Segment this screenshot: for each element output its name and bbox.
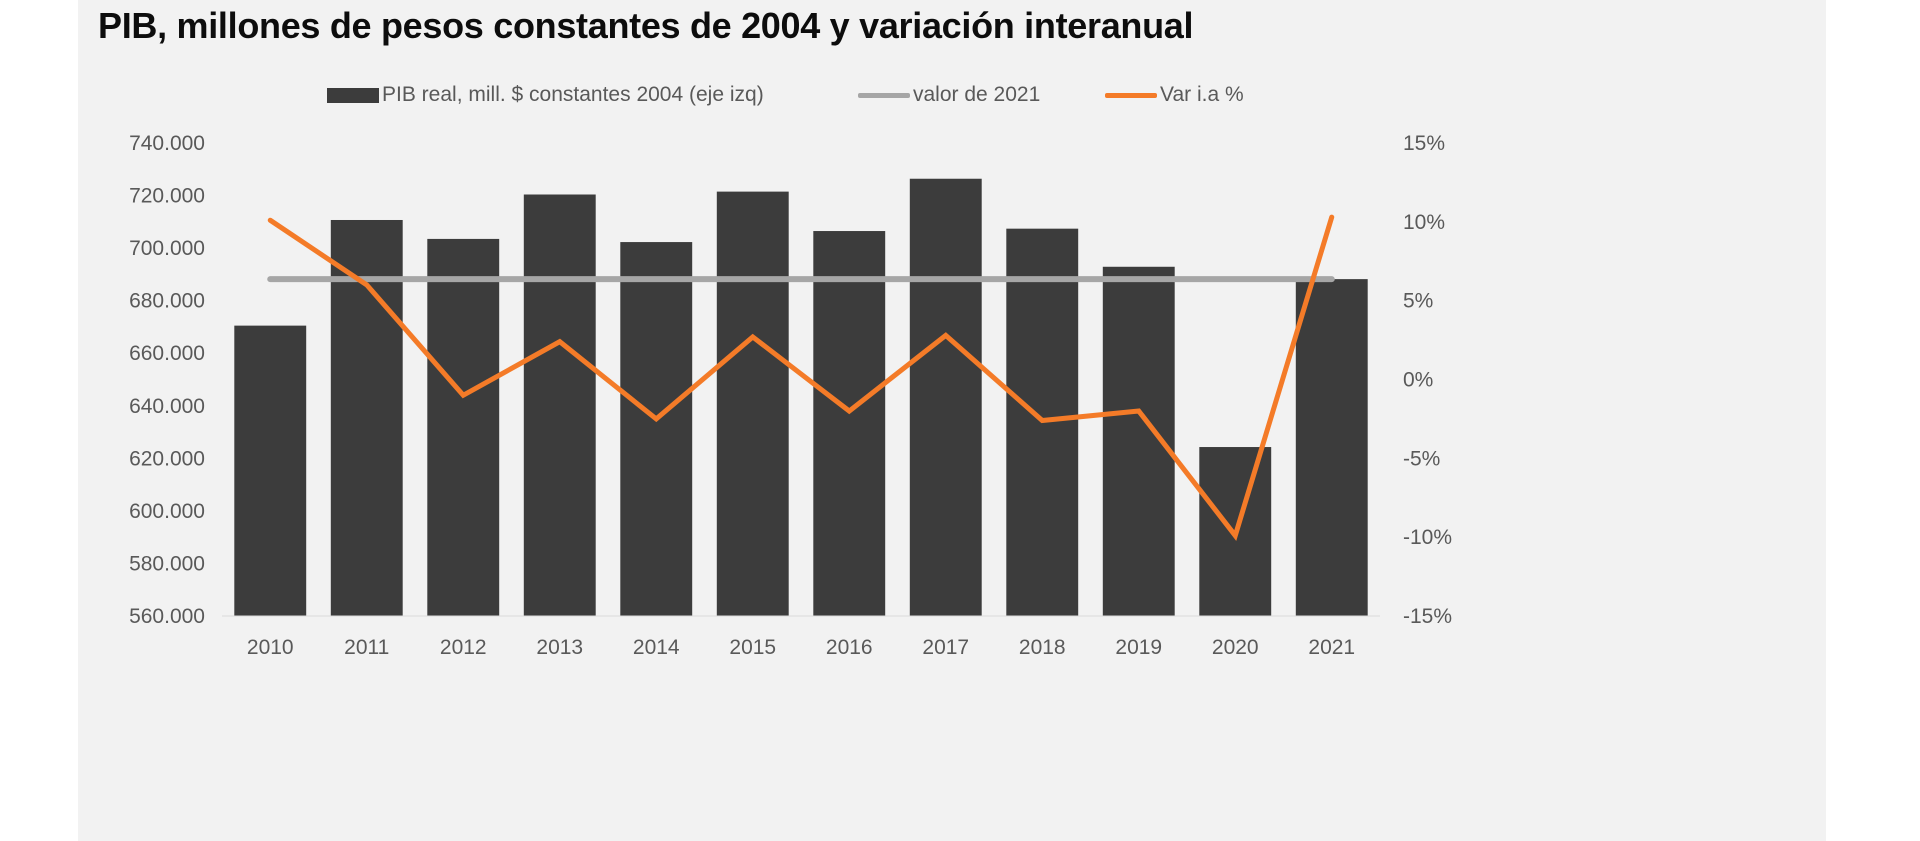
- legend-label: Var i.a %: [1160, 83, 1244, 106]
- bar: [523, 194, 596, 616]
- x-axis-tick-label: 2020: [1212, 636, 1259, 659]
- legend-item-var-ia[interactable]: Var i.a %: [1105, 80, 1244, 110]
- right-axis-tick-label: -5%: [1403, 447, 1440, 470]
- x-axis-tick-label: 2014: [633, 636, 680, 659]
- bar: [813, 231, 886, 616]
- right-axis-tick-label: -10%: [1403, 526, 1452, 549]
- x-axis-tick-label: 2019: [1115, 636, 1162, 659]
- variation-line: [267, 214, 1335, 541]
- right-axis-tick-label: 10%: [1403, 211, 1445, 234]
- left-axis-tick-label: 740.000: [129, 132, 205, 155]
- left-axis-tick-label: 700.000: [129, 237, 205, 260]
- x-axis: 2010 2011 2012 2013 2014 2015 2016 2017 2018 2019…: [247, 636, 1355, 659]
- bar-series: [234, 178, 1368, 617]
- bar: [716, 191, 789, 616]
- bar: [620, 242, 693, 617]
- x-axis-tick-label: 2012: [440, 636, 487, 659]
- bar: [909, 178, 982, 616]
- right-axis: -15% -10% -5% 0% 5% 10% 15%: [1403, 132, 1452, 628]
- x-axis-tick-label: 2016: [826, 636, 873, 659]
- x-axis-tick-label: 2021: [1308, 636, 1355, 659]
- right-axis-tick-label: 15%: [1403, 132, 1445, 155]
- x-axis-tick-label: 2017: [922, 636, 969, 659]
- x-axis-tick-label: 2011: [344, 636, 389, 659]
- right-axis-tick-label: 5%: [1403, 290, 1433, 313]
- left-axis-tick-label: 620.000: [129, 447, 205, 470]
- left-axis-tick-label: 600.000: [129, 500, 205, 523]
- legend-swatch-line: [1105, 92, 1157, 98]
- chart-title: PIB, millones de pesos constantes de 200…: [98, 5, 1194, 46]
- variation-line-series: [267, 214, 1335, 541]
- left-axis-tick-label: 560.000: [129, 605, 205, 628]
- legend-label: valor de 2021: [913, 83, 1041, 106]
- chart-legend: PIB real, mill. $ constantes 2004 (eje i…: [0, 80, 1920, 110]
- left-axis-tick-label: 680.000: [129, 290, 205, 313]
- x-axis-tick-label: 2018: [1019, 636, 1066, 659]
- right-axis-tick-label: -15%: [1403, 605, 1452, 628]
- left-axis: 560.000 580.000 600.000 620.000 640.000 660.0…: [129, 132, 205, 628]
- legend-item-valor-2021[interactable]: valor de 2021: [858, 80, 1040, 110]
- legend-swatch-line: [858, 92, 910, 98]
- legend-swatch-bar: [327, 87, 379, 103]
- right-axis-tick-label: 0%: [1403, 369, 1433, 392]
- x-axis-tick-label: 2010: [247, 636, 294, 659]
- left-axis-tick-label: 660.000: [129, 342, 205, 365]
- bar: [1295, 279, 1368, 616]
- legend-item-pib[interactable]: PIB real, mill. $ constantes 2004 (eje i…: [327, 80, 764, 110]
- x-axis-tick-label: 2015: [729, 636, 776, 659]
- left-axis-tick-label: 720.000: [129, 185, 205, 208]
- bar: [234, 325, 307, 616]
- left-axis-tick-label: 640.000: [129, 395, 205, 418]
- x-axis-tick-label: 2013: [536, 636, 583, 659]
- left-axis-tick-label: 580.000: [129, 552, 205, 575]
- bar: [427, 238, 500, 617]
- legend-label: PIB real, mill. $ constantes 2004 (eje i…: [382, 83, 764, 106]
